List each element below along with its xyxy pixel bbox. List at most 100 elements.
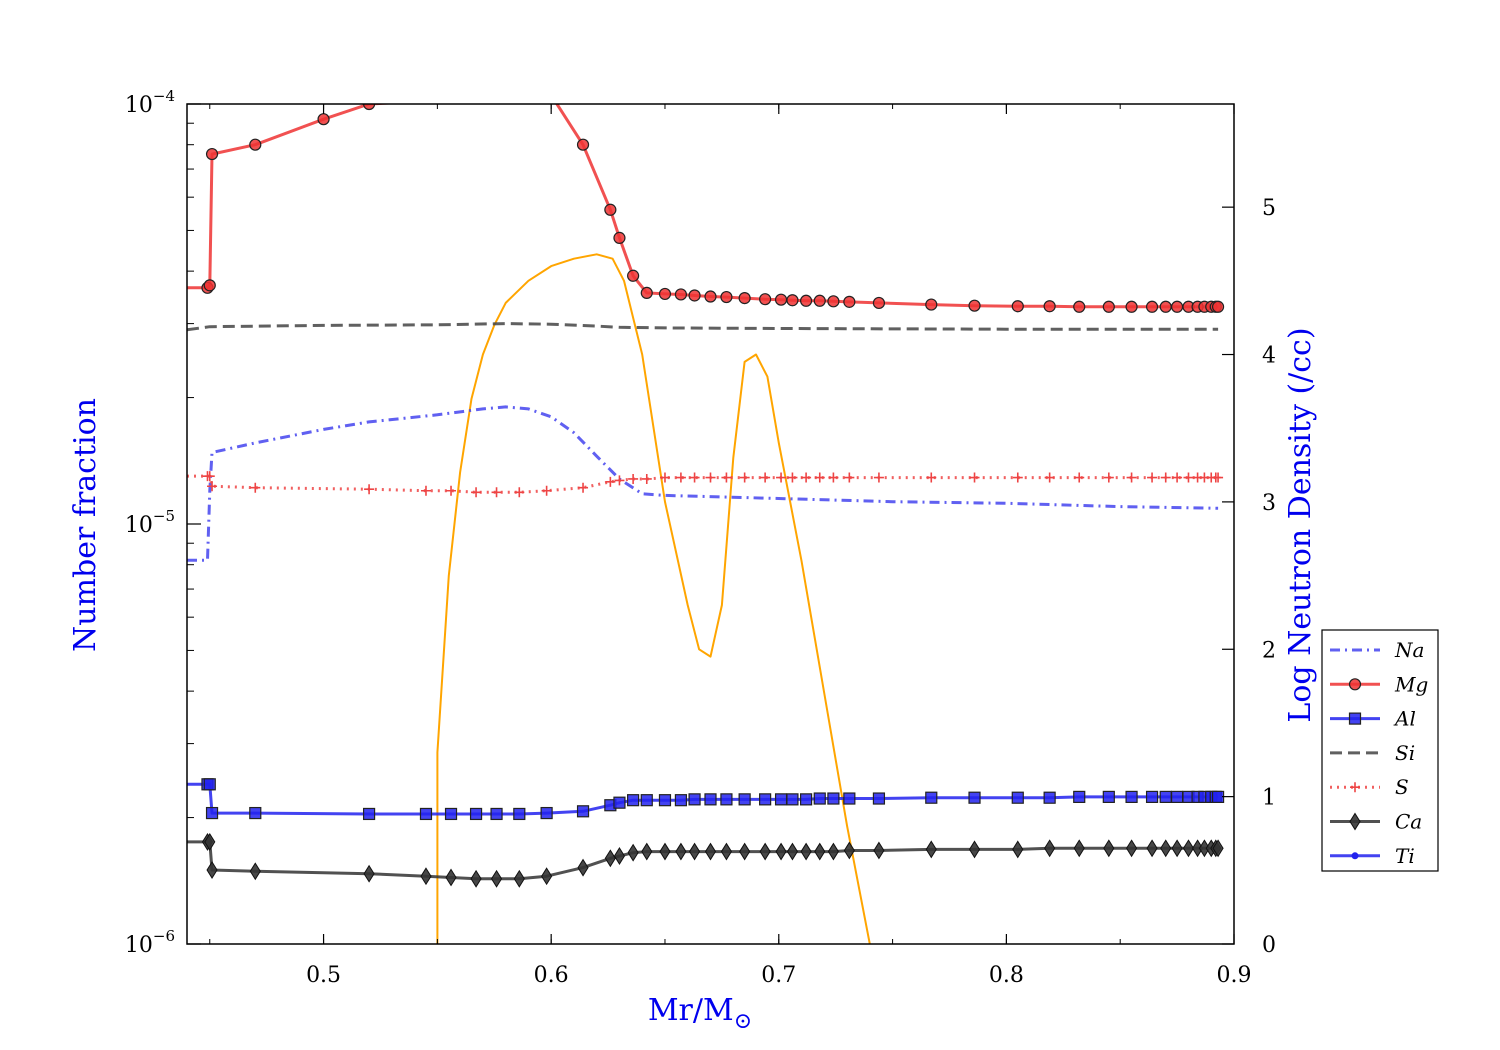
al-point [720, 793, 733, 806]
al-point [968, 791, 981, 804]
x-tick-label: 0.9 [1217, 963, 1252, 988]
legend-mg-marker [1348, 678, 1362, 691]
mg-point [546, 90, 557, 101]
s-point [420, 485, 431, 496]
ca-point [843, 841, 855, 860]
x-tick-label: 0.5 [306, 963, 341, 988]
al-point [444, 807, 458, 821]
al-point [613, 796, 626, 809]
mg-point [1170, 300, 1184, 313]
s-point [844, 472, 855, 483]
s-point [1044, 472, 1055, 483]
x-tick-label: 0.8 [989, 963, 1024, 988]
mg-point [627, 269, 640, 282]
al-point [738, 793, 751, 806]
mg-point [640, 286, 653, 300]
al-point [704, 793, 717, 806]
al-point [249, 806, 262, 820]
mg-point [759, 293, 772, 306]
ca-point [204, 832, 216, 851]
s-point [207, 481, 218, 492]
ca-point [739, 842, 751, 861]
al-point [1145, 790, 1159, 803]
mg-point [249, 138, 262, 151]
mg-point [738, 292, 751, 305]
y-tick-base: 10 [125, 513, 153, 538]
al-point [786, 793, 799, 806]
al-point [203, 778, 216, 791]
mg-point [604, 203, 617, 216]
y-tick-exponent: −5 [153, 507, 175, 525]
legend-mg-label: Mg [1394, 672, 1428, 696]
ca-point [720, 842, 733, 861]
al-point [513, 807, 526, 821]
s-point [705, 472, 716, 483]
mg-point [813, 294, 826, 307]
mg-point [1159, 300, 1172, 313]
al-point [1043, 791, 1056, 804]
mg-point [1125, 300, 1138, 313]
ca-point [1125, 839, 1138, 858]
ca-point [1182, 839, 1195, 858]
s-point [364, 484, 375, 495]
mg-point [925, 298, 938, 311]
y2-tick-label: 3 [1262, 491, 1276, 516]
al-point [799, 793, 813, 806]
al-point [490, 807, 503, 821]
ca-point [659, 842, 671, 861]
ca-point [445, 868, 457, 887]
al-point [1125, 790, 1138, 803]
al-point [1073, 790, 1086, 803]
ca-point [541, 867, 553, 886]
plot-frame [186, 103, 1235, 945]
x-tick-label: 0.7 [761, 963, 796, 988]
mg-point [658, 287, 672, 301]
ca-point [873, 841, 885, 860]
al-point [1011, 791, 1024, 804]
s-point [675, 472, 686, 483]
y-tick-exponent: −6 [153, 927, 175, 945]
s-point [776, 472, 787, 483]
legend-na-label: Na [1394, 638, 1424, 662]
y2-tick-label: 4 [1262, 344, 1276, 369]
s-point [1147, 472, 1158, 483]
ca-point [641, 842, 653, 861]
al-point [640, 794, 653, 807]
al-point [627, 794, 640, 807]
ca-point [604, 849, 616, 868]
s-point [787, 472, 798, 483]
al-point [1102, 790, 1115, 803]
mg-point [362, 104, 376, 111]
s-point [814, 472, 825, 483]
ca-point [577, 858, 589, 877]
mg-point [1102, 300, 1115, 313]
s-line [187, 474, 1219, 494]
ca-point [968, 840, 981, 859]
mg-point [774, 293, 788, 306]
ca-point [1171, 839, 1183, 858]
y-tick-label: 10−5 [125, 507, 175, 538]
s-point [1183, 472, 1194, 483]
al-point [419, 807, 433, 821]
legend-al-marker [1348, 712, 1362, 725]
si-line [187, 322, 1219, 332]
ca-point [420, 867, 432, 886]
y2-axis-title: Log Neutron Density (/cc) [1283, 327, 1318, 722]
ca-point [1073, 839, 1085, 858]
legend-ti-marker [1351, 852, 1359, 860]
s-point [446, 485, 457, 496]
ca-point [786, 842, 799, 861]
mg-point [203, 279, 216, 292]
mg-point [799, 294, 813, 307]
mg-point [1043, 300, 1056, 313]
al-point [925, 791, 938, 804]
mg-point [786, 294, 799, 307]
s-point [659, 472, 670, 483]
y2-tick-label: 0 [1262, 933, 1276, 958]
mg-point [872, 296, 886, 310]
al-point [205, 806, 219, 820]
ca-point [800, 842, 812, 861]
ca-point [1212, 839, 1224, 858]
s-point [541, 485, 552, 496]
